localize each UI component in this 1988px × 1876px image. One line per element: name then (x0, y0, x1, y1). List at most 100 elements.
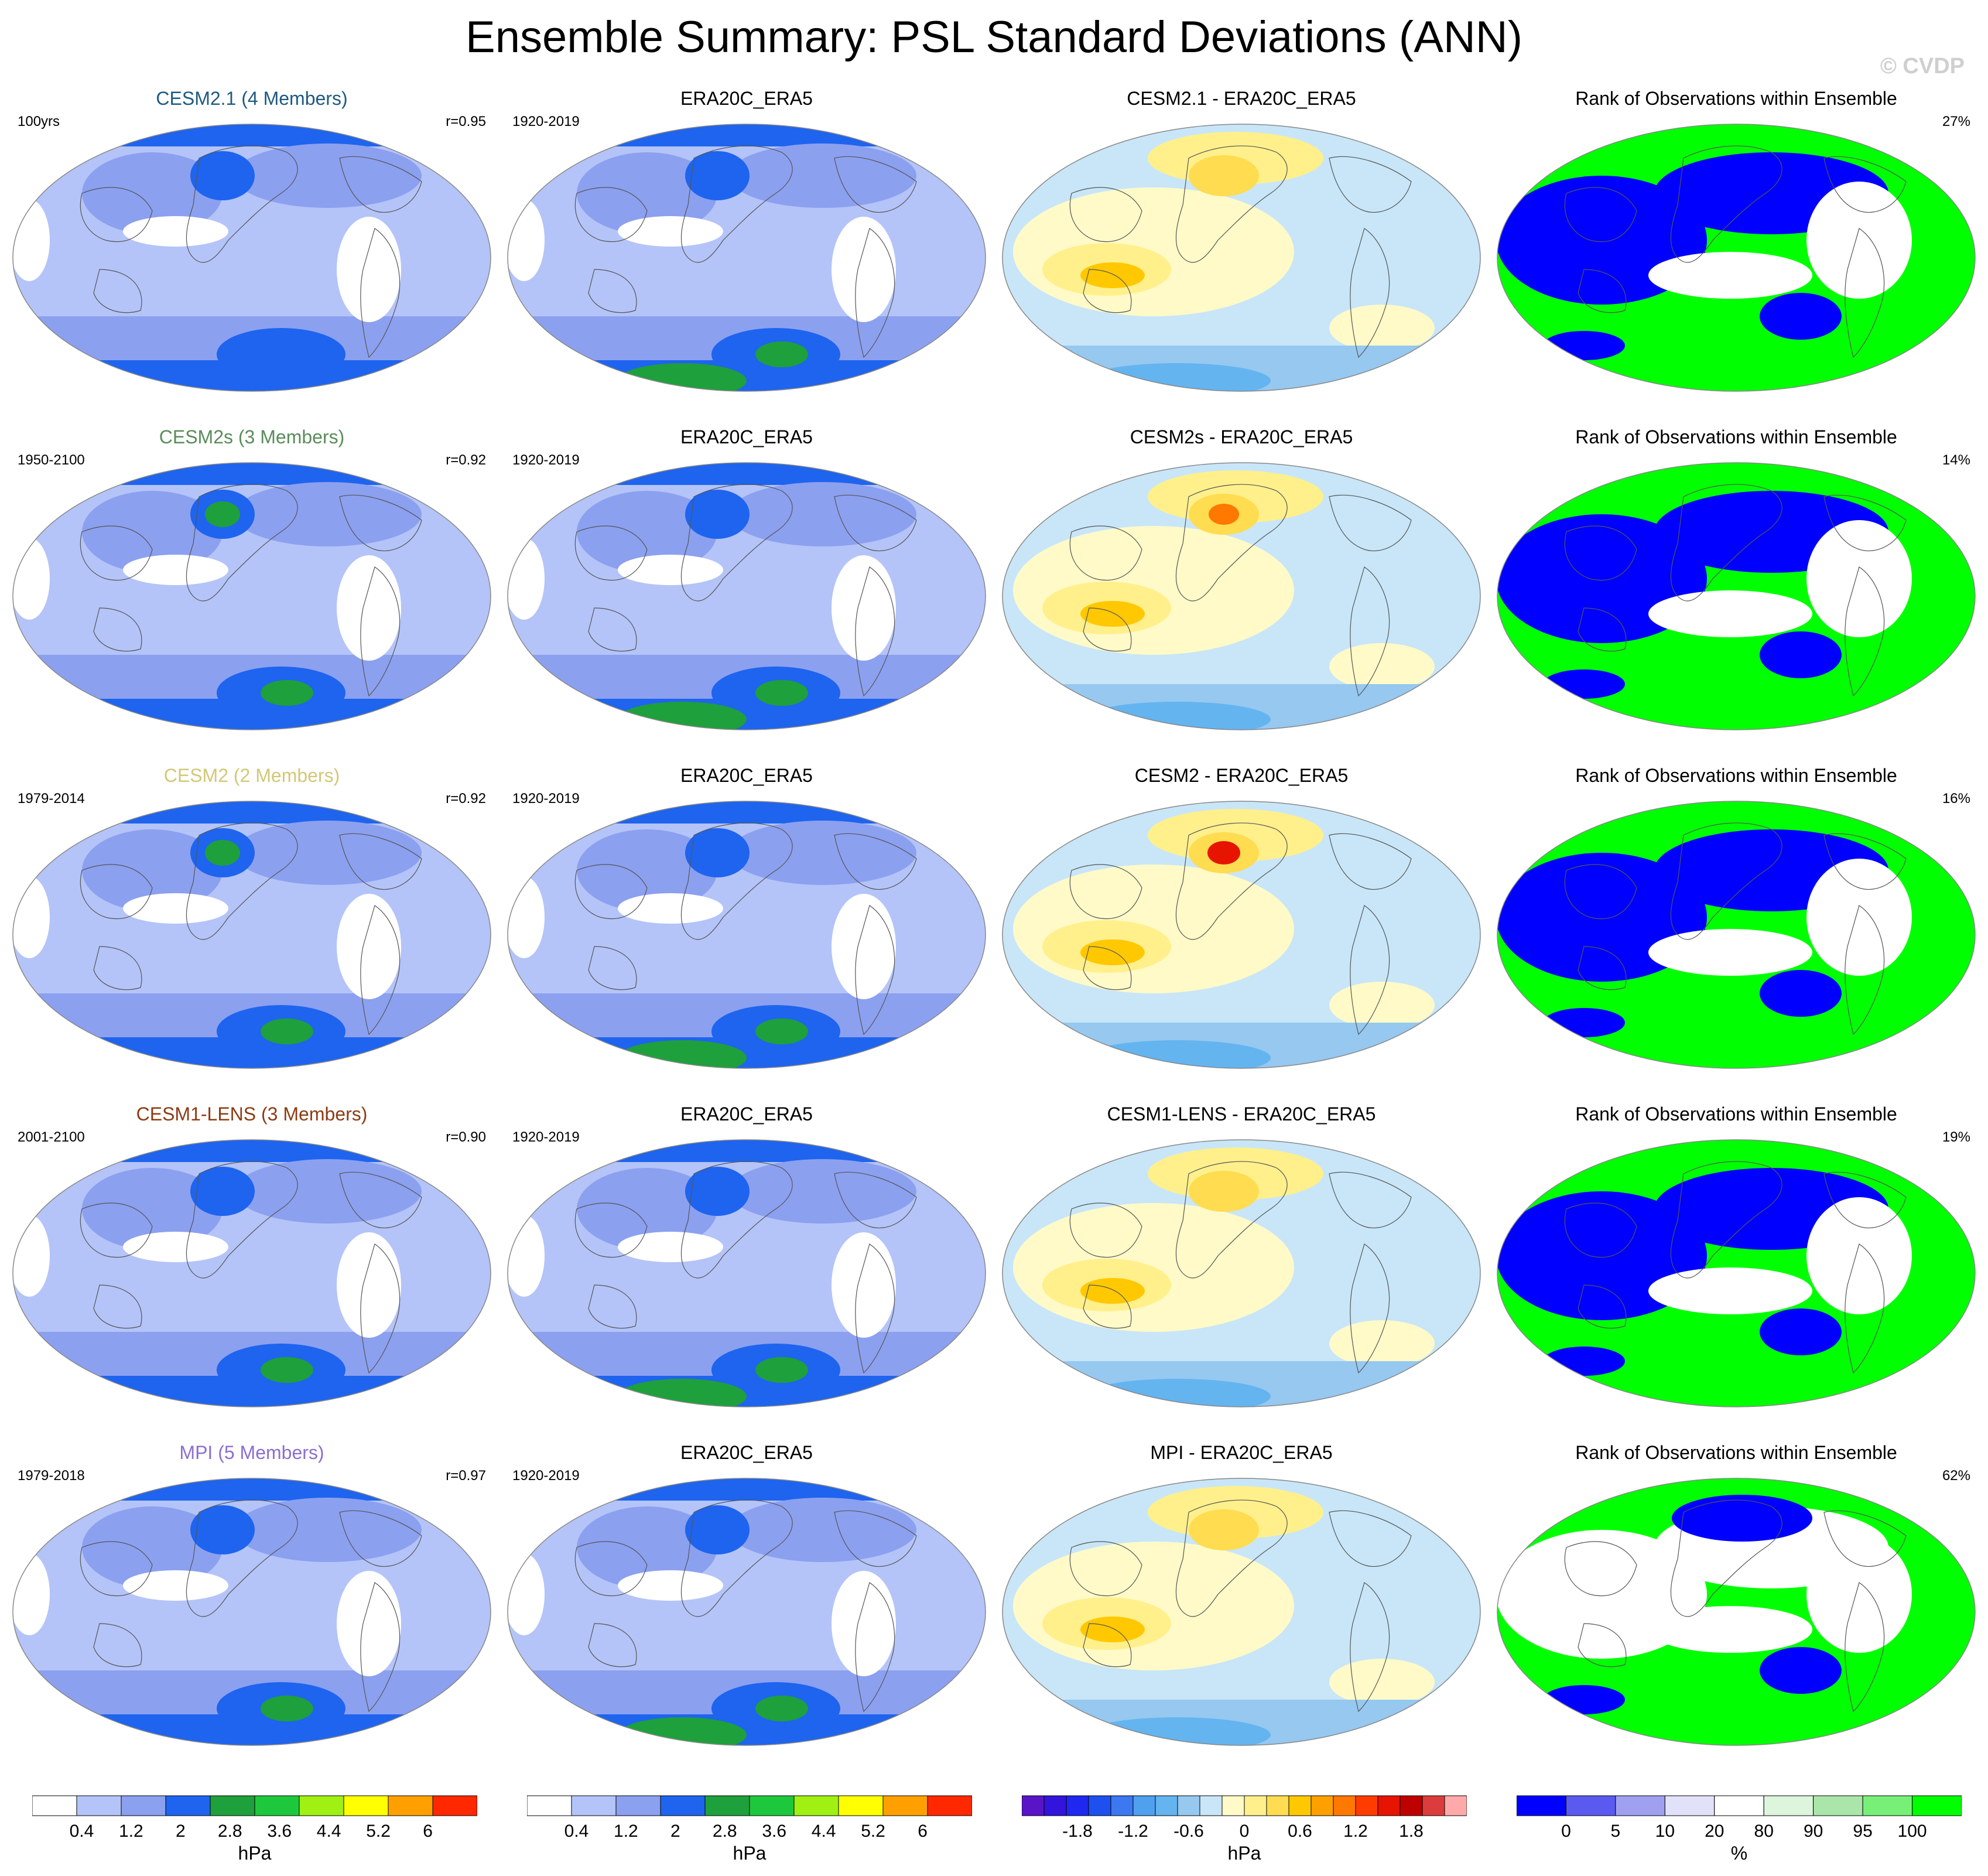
map-contour-region (618, 893, 723, 924)
map-contour-region (755, 1019, 808, 1044)
map-contour-region (1760, 631, 1842, 678)
map-contour-region (755, 341, 808, 367)
coastline-outline (1069, 1202, 1142, 1258)
coastline-outline (680, 484, 793, 602)
colorbar-swatch (571, 1795, 617, 1816)
panel-title: CESM1-LENS (3 Members) (136, 1103, 368, 1125)
map-contour-region (1329, 305, 1435, 351)
coastline-outline (1069, 864, 1142, 920)
panel-percent-label: 27% (1942, 114, 1970, 129)
model-panel: CESM2.1 (4 Members) 100yrs r=0.95 (6, 88, 498, 416)
coastline-outline (360, 1582, 401, 1713)
map-contour-region (13, 463, 491, 485)
colorbar-swatch (527, 1795, 572, 1816)
colorbar-tick-label: 2 (670, 1822, 680, 1841)
map-contour-region (700, 840, 735, 866)
coastline-outline (1823, 494, 1907, 552)
coastline-outline (93, 1284, 142, 1329)
model-panel: MPI (5 Members) 1979-2018 r=0.97 (6, 1442, 498, 1770)
map-contour-region (1543, 669, 1625, 699)
map-contour-region (1806, 859, 1912, 976)
map-contour-region (1329, 1659, 1435, 1706)
map-contour-region (82, 1168, 223, 1250)
coastline-outline (1350, 1243, 1390, 1374)
map-border (12, 801, 491, 1069)
coastline-outline (80, 525, 153, 581)
map-contour-region (234, 482, 422, 546)
map-contour-region (755, 1357, 808, 1383)
colorbar-swatch (1310, 1795, 1334, 1816)
colorbar-swatch (615, 1795, 661, 1816)
colorbar-unit: hPa (1227, 1843, 1261, 1864)
colorbar-tick-label: 0.6 (1288, 1822, 1312, 1841)
map-border (1497, 462, 1976, 730)
panel-period-label: 2001-2100 (18, 1129, 85, 1145)
colorbar-swatch (1043, 1795, 1067, 1816)
colorbar-swatch (1022, 1795, 1045, 1816)
colorbar-swatch (660, 1795, 706, 1816)
coastline-outline (186, 484, 298, 602)
world-map (1002, 1478, 1481, 1746)
colorbar-swatch (838, 1795, 884, 1816)
colorbar-tick-label: 4.4 (317, 1822, 341, 1841)
colorbar-swatch (1177, 1795, 1200, 1816)
panel-percent-label: 16% (1942, 791, 1970, 807)
map-contour-region (82, 1506, 223, 1588)
colorbar-tick-label: 0.4 (564, 1822, 589, 1841)
map-contour-region (832, 1232, 896, 1338)
map-contour-region (1329, 1320, 1435, 1367)
map-contour-region (13, 1478, 491, 1501)
coastline-outline (186, 145, 298, 263)
colorbar-swatch (1517, 1795, 1566, 1816)
coastline-outline (1845, 1243, 1885, 1374)
colorbar-unit: % (1730, 1843, 1748, 1864)
copyright-watermark: © CVDP (1880, 54, 1965, 78)
colorbar-swatch (210, 1795, 255, 1816)
map-contour-region (82, 152, 223, 234)
coastline-outline (1670, 1499, 1782, 1617)
coastline-outline (186, 1161, 298, 1279)
map-contour-region (13, 124, 491, 146)
map-contour-region (1189, 1171, 1259, 1212)
coastline-outline (1823, 1171, 1907, 1229)
colorbar-tick-label: 95 (1853, 1822, 1872, 1841)
map-contour-region (1080, 262, 1145, 288)
map-contour-region (1080, 1617, 1145, 1642)
panel-period-label: 1979-2014 (18, 791, 85, 807)
colorbar-swatch (121, 1795, 166, 1816)
colorbar-swatch (1664, 1795, 1715, 1816)
map-contour-region (234, 143, 422, 208)
colorbar-swatch (165, 1795, 211, 1816)
map-contour-region (1209, 504, 1239, 525)
colorbar-swatch (388, 1795, 433, 1816)
coastline-outline (93, 946, 142, 990)
world-map (1497, 801, 1976, 1069)
colorbar-tick-label: 5.2 (366, 1822, 391, 1841)
diff-panel: MPI - ERA20C_ERA5 (995, 1442, 1487, 1770)
coastline-outline (93, 1623, 142, 1667)
coastline-outline (855, 228, 895, 358)
map-contour-region (123, 216, 228, 247)
colorbar-tick-label: 0 (1561, 1822, 1571, 1841)
map-contour-region (1080, 601, 1145, 627)
colorbar-tick-label: 4.4 (812, 1822, 836, 1841)
map-border (507, 1478, 986, 1746)
world-map (507, 1478, 986, 1746)
colorbar-tick-label: -1.2 (1118, 1822, 1148, 1841)
coastline-outline (588, 1623, 637, 1667)
colorbar-swatch (1066, 1795, 1089, 1816)
coastline-outline (339, 1171, 422, 1229)
coastline-outline (1083, 1623, 1132, 1667)
colorbar-swatch (432, 1795, 477, 1816)
coastline-outline (1069, 187, 1142, 242)
coastline-outline (1578, 607, 1627, 652)
colorbar-swatch (1266, 1795, 1289, 1816)
colorbar: 0.4 1.2 2 2.8 3.6 4.4 5.2 6 hPa (527, 1792, 972, 1864)
coastline-outline (1069, 525, 1142, 581)
map-border (12, 1478, 491, 1746)
coastline-outline (680, 1499, 793, 1617)
panel-period-label: 1950-2100 (18, 452, 85, 468)
map-contour-region (82, 829, 223, 911)
figure-title: Ensemble Summary: PSL Standard Deviation… (466, 12, 1522, 62)
coastline-outline (360, 228, 401, 358)
